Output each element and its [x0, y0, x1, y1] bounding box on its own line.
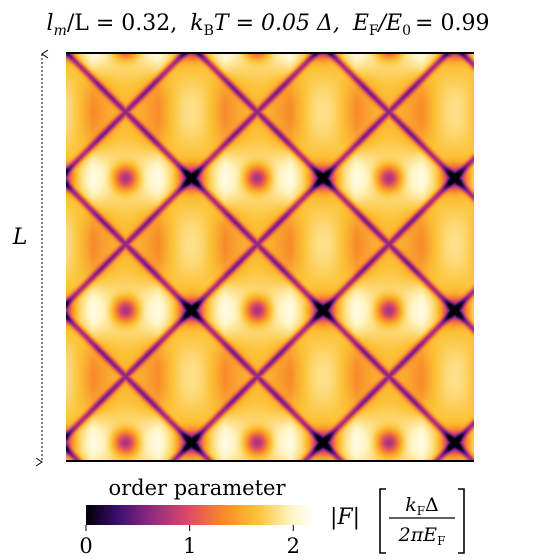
- unit-delta: Δ: [425, 494, 439, 516]
- colorbar-unit-denominator: 2πEF: [398, 524, 446, 548]
- title-ef-symbol: E: [352, 11, 369, 36]
- y-axis-label: L: [12, 225, 28, 250]
- colorbar-unit-right-bracket: [458, 488, 465, 554]
- colorbar-unit-left-bracket: [379, 488, 386, 554]
- unit-ef-subscript: F: [437, 534, 445, 548]
- title-ef-subscript: F: [369, 23, 379, 39]
- chart-title: lm/L = 0.32, kBT = 0.05 Δ, EF/E0 = 0.99: [47, 11, 490, 39]
- colorbar-title: order parameter: [108, 476, 286, 500]
- title-lm-symbol: l: [47, 11, 54, 36]
- unit-k-subscript: F: [417, 504, 425, 518]
- title-kb-symbol: k: [190, 11, 203, 36]
- title-temperature: T = 0.05 Δ,: [214, 11, 340, 36]
- colorbar: [86, 505, 314, 525]
- colorbar-tick-label-2: 2: [287, 534, 300, 558]
- title-lm-subscript: m: [54, 23, 67, 39]
- unit-k-symbol: k: [405, 494, 417, 516]
- colorbar-unit-numerator: kFΔ: [405, 494, 439, 518]
- title-kb-subscript: B: [204, 23, 214, 39]
- unit-2pi-ef: 2πE: [398, 524, 438, 546]
- colorbar-ticks: 0 1 2: [79, 525, 300, 558]
- order-parameter-heatmap: [66, 52, 474, 462]
- title-ef-value: = 0.99: [415, 11, 489, 36]
- colorbar-quantity: |F|: [330, 505, 360, 530]
- colorbar-tick-label-1: 1: [183, 534, 196, 558]
- title-e0-subscript: 0: [402, 23, 411, 39]
- title-ef-denominator: /E: [377, 11, 402, 36]
- title-lm-ratio: /L = 0.32,: [67, 11, 177, 36]
- heatmap-container: [66, 52, 474, 462]
- colorbar-tick-label-0: 0: [79, 534, 92, 558]
